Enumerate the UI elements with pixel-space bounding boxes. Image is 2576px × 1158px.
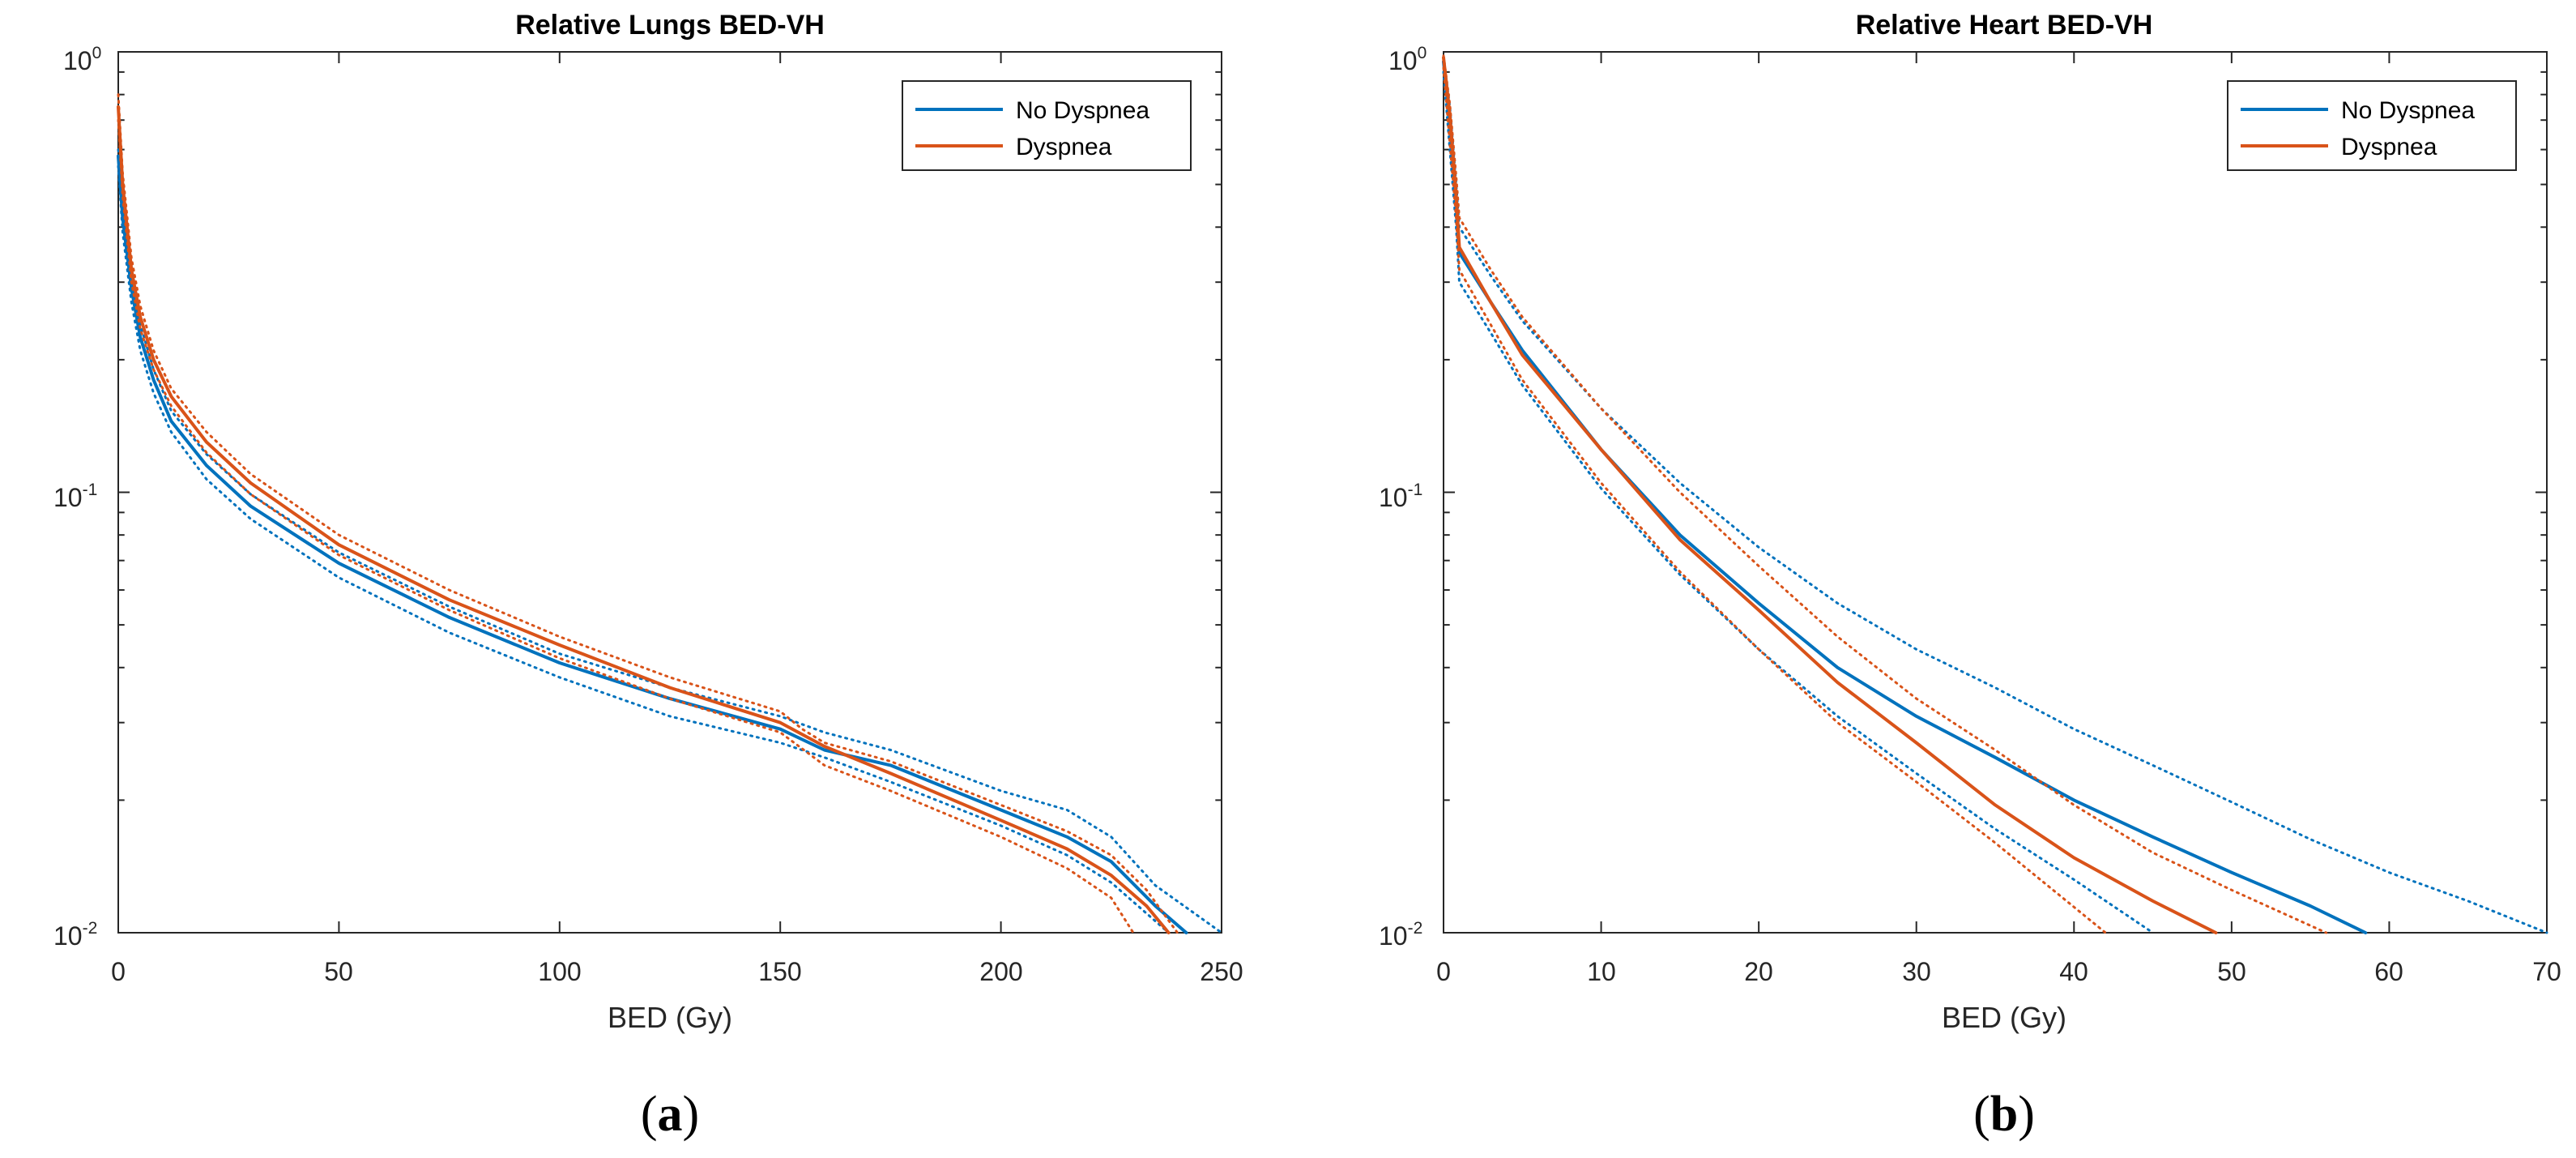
x-tick-label-a-0: 0	[111, 957, 126, 986]
chart-title-b: Relative Heart BED-VH	[1856, 10, 2153, 41]
series-line-a-0	[117, 154, 1188, 934]
legend-label-b-0: No Dyspnea	[2341, 97, 2475, 124]
legend-label-a-1: Dyspnea	[1016, 134, 1112, 160]
x-tick-label-a-2: 100	[538, 957, 581, 986]
panel-label-b: (b)	[1973, 1087, 2035, 1142]
x-tick-label-b-7: 70	[2532, 957, 2561, 986]
panel-label-a: (a)	[641, 1087, 699, 1142]
legend-box-b	[2227, 80, 2517, 171]
x-tick-label-a-5: 250	[1200, 957, 1243, 986]
y-tick-label-a-0: 100	[63, 44, 101, 75]
chart-panel-a: Relative Lungs BED-VH 100 10-1 10-2 0 50…	[53, 10, 1243, 1142]
x-tick-label-b-0: 0	[1436, 957, 1451, 986]
y-ticks-b	[1444, 71, 2547, 934]
x-tick-label-a-3: 150	[758, 957, 801, 986]
chart-panel-b: Relative Heart BED-VH 100 10-1 10-2 0 10…	[1379, 10, 2561, 1142]
plot-area-a	[117, 51, 1222, 934]
series-group-a	[117, 93, 1223, 934]
x-tick-label-a-1: 50	[324, 957, 353, 986]
x-tick-label-b-3: 30	[1902, 957, 1931, 986]
plot-area-b	[1443, 51, 2548, 934]
y-tick-label-b-2: 10-2	[1379, 919, 1422, 951]
x-ticks-a	[117, 52, 1222, 933]
x-axis-label-a: BED (Gy)	[608, 1001, 732, 1034]
chart-title-a: Relative Lungs BED-VH	[515, 10, 825, 41]
x-axis-label-b: BED (Gy)	[1942, 1001, 2066, 1034]
x-tick-label-b-1: 10	[1587, 957, 1616, 986]
series-line-a-4	[117, 93, 1179, 934]
x-ticks-b	[1443, 52, 2548, 933]
x-tick-label-b-5: 50	[2217, 957, 2246, 986]
y-tick-label-a-1: 10-1	[53, 481, 97, 512]
legend-label-b-1: Dyspnea	[2341, 134, 2437, 160]
x-tick-label-a-4: 200	[979, 957, 1022, 986]
series-line-a-5	[117, 118, 1135, 934]
legend-b: No Dyspnea Dyspnea	[2227, 80, 2517, 171]
x-tick-label-b-4: 40	[2059, 957, 2088, 986]
x-tick-label-b-6: 60	[2374, 957, 2403, 986]
legend-a: No Dyspnea Dyspnea	[902, 80, 1192, 171]
x-tick-label-b-2: 20	[1744, 957, 1773, 986]
series-line-a-3	[117, 105, 1171, 934]
y-ticks-a	[118, 71, 1222, 934]
y-tick-label-a-2: 10-2	[53, 919, 97, 951]
legend-box-a	[902, 80, 1192, 171]
series-line-a-2	[117, 165, 1171, 934]
y-tick-label-b-1: 10-1	[1379, 481, 1422, 512]
series-line-a-1	[117, 148, 1223, 934]
series-line-b-4	[1442, 54, 2328, 934]
y-tick-label-b-0: 100	[1388, 44, 1427, 75]
series-group-b	[1442, 54, 2548, 934]
legend-label-a-0: No Dyspnea	[1016, 97, 1149, 124]
series-line-b-5	[1442, 66, 2107, 934]
series-line-b-3	[1442, 56, 2218, 934]
